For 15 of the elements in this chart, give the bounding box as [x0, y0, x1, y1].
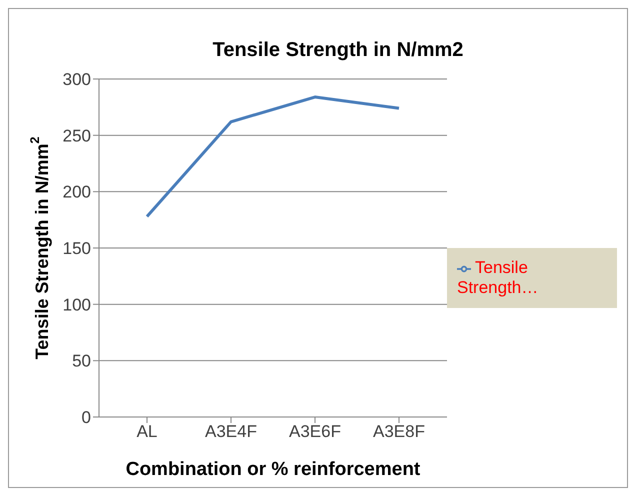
- x-tick-label: A3E8F: [373, 422, 425, 442]
- y-tick-label: 200: [62, 182, 91, 202]
- y-tick-label: 250: [62, 126, 91, 146]
- y-tick-label: 0: [82, 408, 91, 428]
- chart-title: Tensile Strength in N/mm2: [212, 38, 464, 63]
- y-tick-label: 150: [62, 239, 91, 258]
- y-tick-label: 100: [62, 295, 91, 314]
- x-tick-label: A3E6F: [289, 422, 341, 442]
- legend-label: Tensile Strength…: [457, 258, 538, 297]
- x-tick-label: AL: [136, 422, 158, 442]
- x-tick-label: A3E4F: [205, 422, 257, 442]
- y-tick-label: 300: [62, 70, 91, 90]
- y-tick-label: 50: [72, 352, 91, 371]
- line-series: [146, 96, 400, 218]
- x-axis-title: Combination or % reinforcement: [126, 459, 421, 480]
